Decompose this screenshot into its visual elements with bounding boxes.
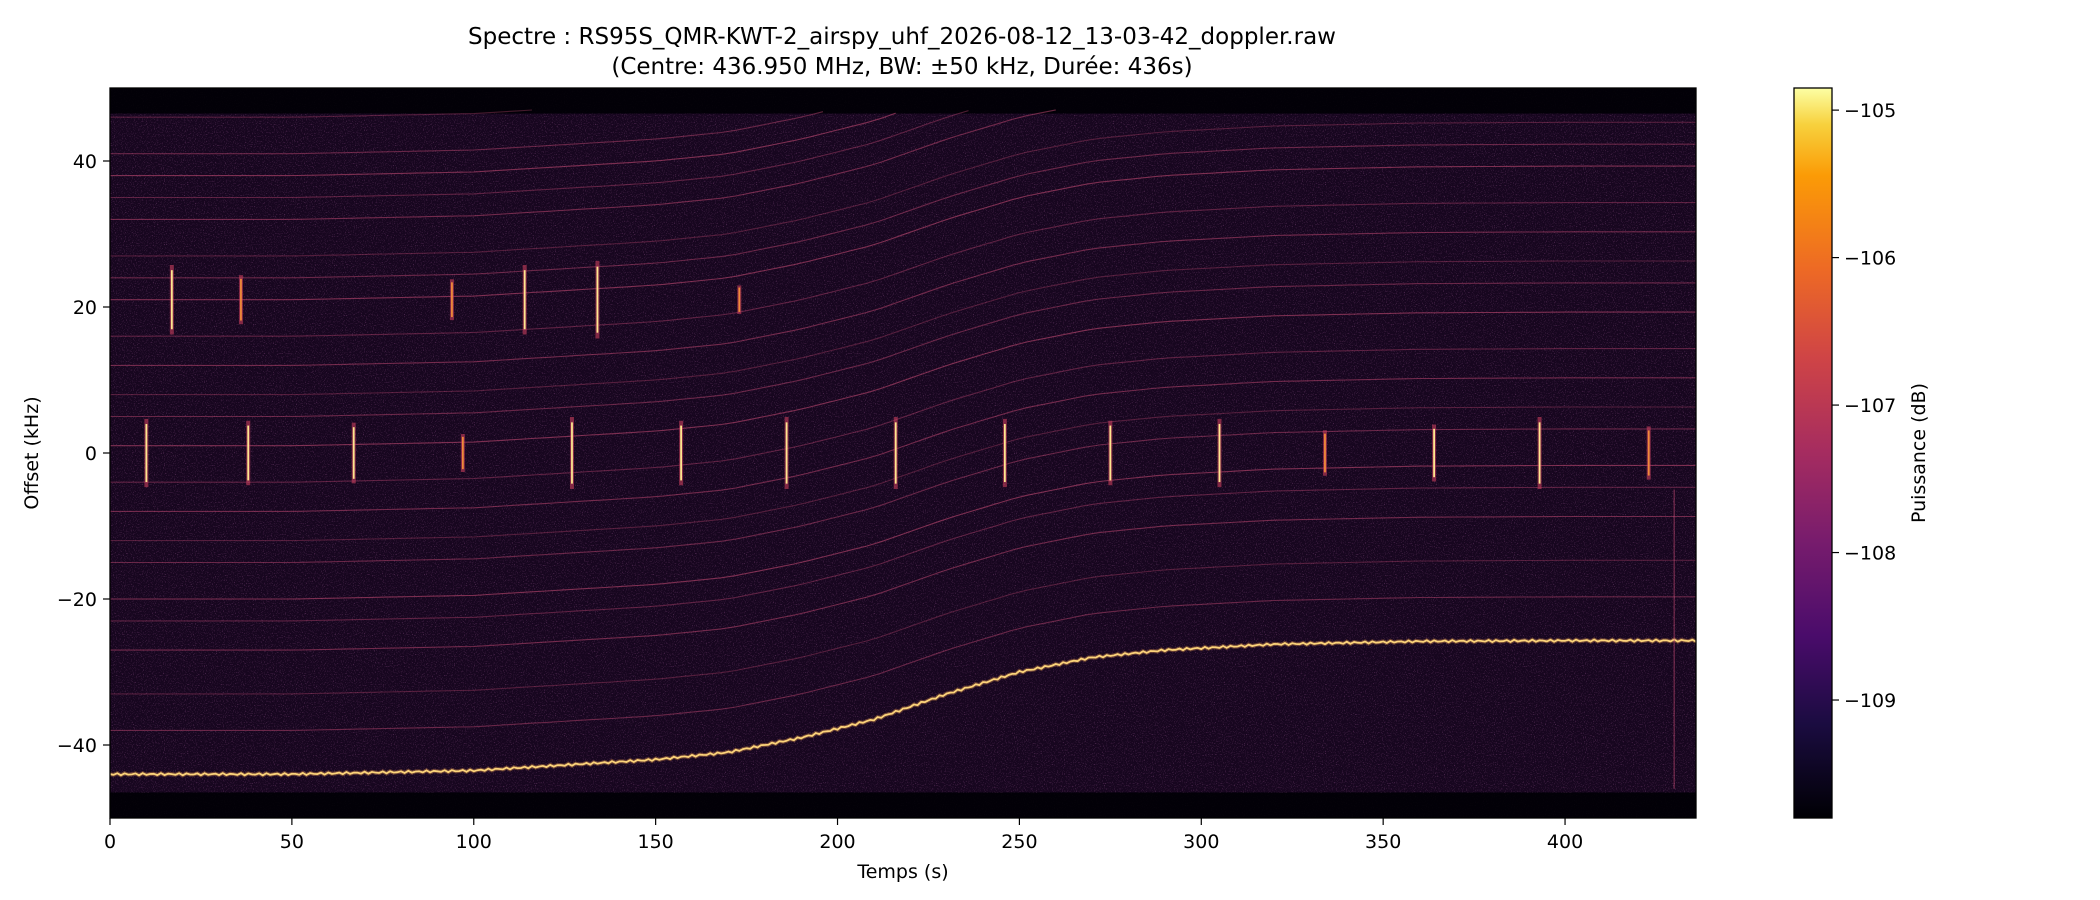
y-axis-label: Offset (kHz): [21, 396, 43, 509]
faint-line: [110, 260, 1696, 396]
colorbar-tick-label: −106: [1844, 248, 1896, 270]
x-tick-label: 100: [456, 831, 492, 853]
x-tick-label: 200: [819, 831, 855, 853]
chart-title-line2: (Centre: 436.950 MHz, BW: ±50 kHz, Durée…: [611, 54, 1192, 80]
edge-band-bottom: [110, 792, 1696, 818]
x-tick-label: 350: [1365, 831, 1401, 853]
faint-line: [110, 143, 1696, 279]
colorbar-label: Puissance (dB): [1908, 383, 1930, 523]
y-tick-label: 20: [73, 297, 97, 319]
y-axis: −40 −20 0 20 40: [57, 151, 110, 757]
edge-band-top: [110, 88, 1696, 114]
x-tick-label: 50: [280, 831, 304, 853]
colorbar-tick-label: −105: [1844, 100, 1896, 122]
colorbar-tick-label: −108: [1844, 543, 1896, 565]
faint-line: [110, 428, 1696, 564]
faint-line: [110, 231, 1696, 366]
x-tick-label: 250: [1001, 831, 1037, 853]
main-signal-trace: [110, 638, 1696, 777]
y-tick-label: −40: [57, 735, 97, 757]
faint-line: [110, 111, 824, 155]
y-tick-label: −20: [57, 589, 97, 611]
colorbar-tick-label: −109: [1844, 690, 1896, 712]
plot-area: [109, 87, 1697, 819]
faint-line: [110, 202, 1696, 337]
faint-line: [110, 282, 1696, 418]
faint-line: [110, 348, 1696, 483]
plot-noise: [110, 88, 1696, 818]
faint-line: [110, 406, 1696, 542]
x-tick-label: 300: [1183, 831, 1219, 853]
faint-line: [110, 464, 1696, 600]
x-axis-label: Temps (s): [856, 861, 948, 883]
faint-line: [110, 112, 896, 177]
faint-line: [110, 515, 1696, 651]
colorbar-tick-label: −107: [1844, 395, 1896, 417]
chart-title-line1: Spectre : RS95S_QMR-KWT-2_airspy_uhf_202…: [468, 24, 1336, 50]
x-axis: 0 50 100 150 200 250 300 350 400: [104, 818, 1583, 853]
faint-line: [110, 110, 969, 199]
x-tick-label: 150: [638, 831, 674, 853]
faint-line: [110, 109, 1056, 220]
colorbar-axis: −109 −108 −107 −106 −105: [1832, 100, 1896, 712]
colorbar: −109 −108 −107 −106 −105 Puissance (dB): [1793, 87, 1930, 819]
faint-line: [110, 377, 1696, 512]
faint-line: [110, 121, 1696, 257]
faint-line: [110, 486, 1696, 622]
x-tick-label: 0: [104, 831, 116, 853]
faint-line: [110, 165, 1696, 301]
x-tick-label: 400: [1547, 831, 1583, 853]
faint-line: [110, 311, 1696, 447]
y-tick-label: 0: [85, 443, 97, 465]
faint-line: [110, 559, 1696, 695]
colorbar-gradient: [1793, 87, 1833, 819]
faint-line: [110, 596, 1696, 731]
faint-line: [110, 109, 533, 118]
y-tick-label: 40: [73, 151, 97, 173]
